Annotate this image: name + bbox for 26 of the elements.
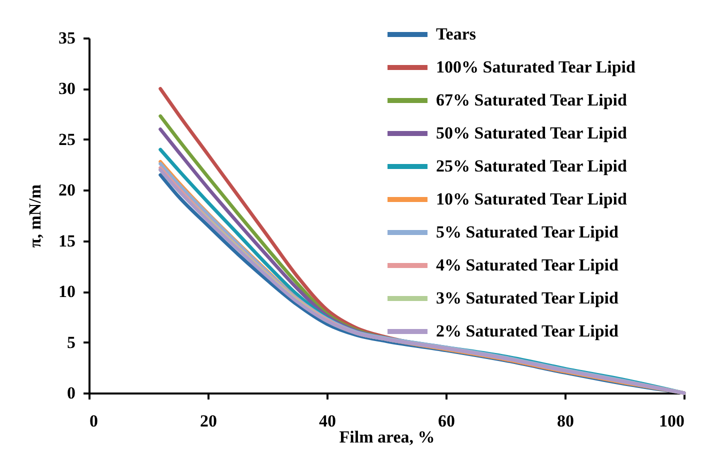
x-tick-label: 100 xyxy=(659,412,684,430)
y-tick-label: 30 xyxy=(58,79,76,98)
legend-label: 5% Saturated Tear Lipid xyxy=(436,222,620,242)
y-tick-label: 25 xyxy=(58,130,76,149)
y-tick-label: 15 xyxy=(58,231,76,250)
legend-label: Tears xyxy=(436,24,476,44)
y-tick-label: 10 xyxy=(58,282,76,302)
legend-label: 25% Saturated Tear Lipid xyxy=(436,156,628,176)
x-axis-title: Film area, % xyxy=(339,428,435,446)
legend-label: 10% Saturated Tear Lipid xyxy=(436,190,628,208)
legend-label: 4% Saturated Tear Lipid xyxy=(436,256,620,274)
y-tick-label: 0 xyxy=(67,384,76,402)
y-axis-title: π, mN/m xyxy=(26,184,44,248)
x-tick-label: 80 xyxy=(557,412,574,430)
y-tick-label: 35 xyxy=(58,28,76,48)
legend-label: 67% Saturated Tear Lipid xyxy=(436,90,628,110)
legend-label: 3% Saturated Tear Lipid xyxy=(436,288,620,308)
x-tick-label: 0 xyxy=(90,412,98,430)
y-tick-label: 5 xyxy=(67,332,76,352)
legend-label: 2% Saturated Tear Lipid xyxy=(436,322,620,340)
x-tick-label: 60 xyxy=(438,412,455,430)
x-tick-label: 40 xyxy=(319,412,336,430)
legend-label: 50% Saturated Tear Lipid xyxy=(436,124,628,142)
x-tick-label: 20 xyxy=(200,412,217,430)
y-tick-label: 20 xyxy=(58,180,76,200)
legend-label: 100% Saturated Tear Lipid xyxy=(436,58,636,76)
